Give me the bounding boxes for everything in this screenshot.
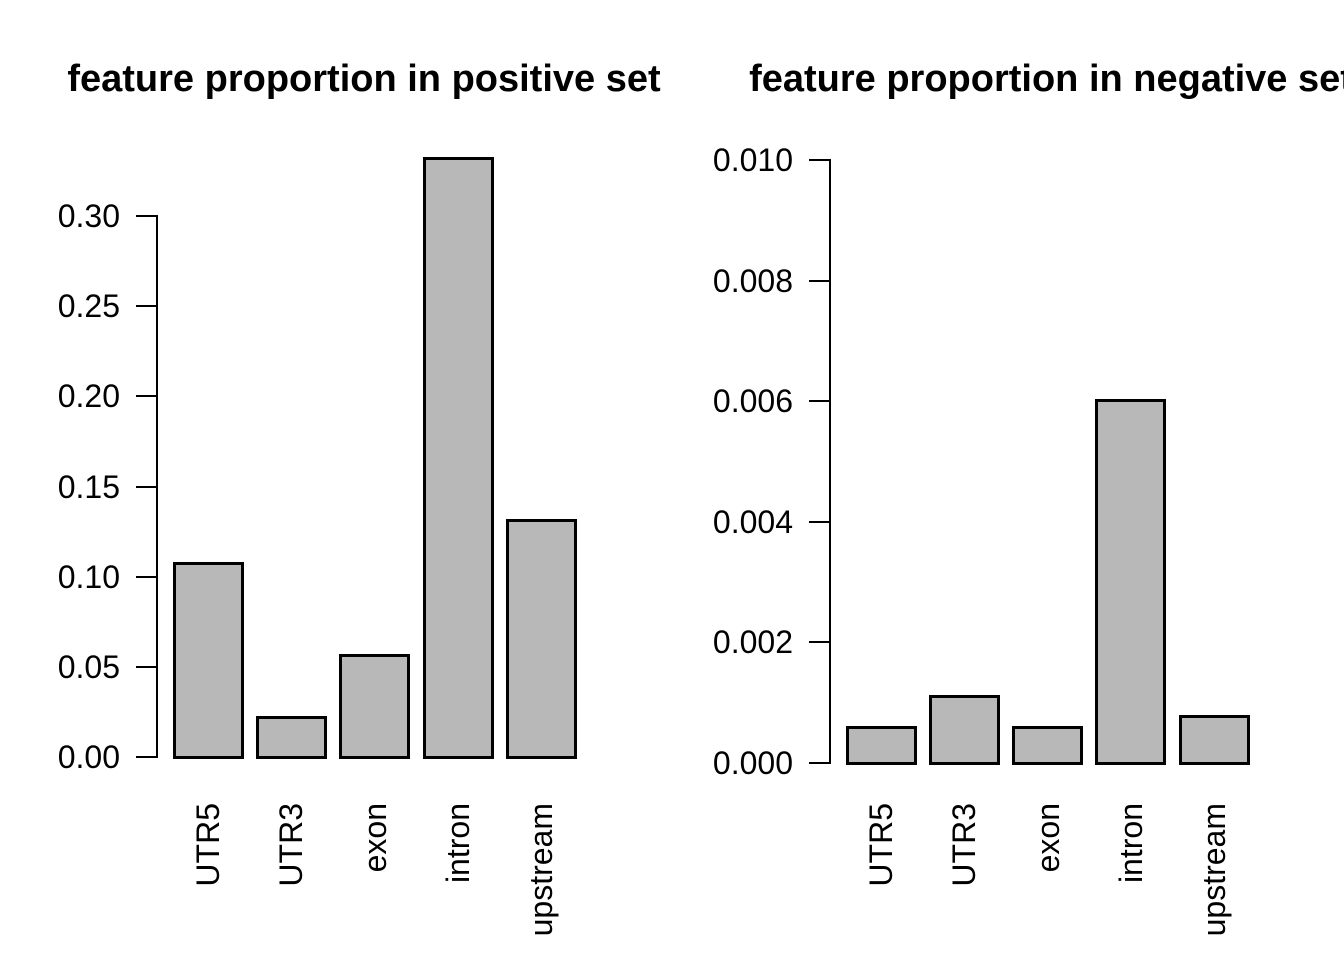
y-axis-tick	[136, 305, 157, 308]
x-label-UTR3: UTR3	[273, 803, 310, 887]
bar-upstream	[1178, 715, 1250, 765]
y-tick-label: 0.004	[712, 503, 793, 540]
chart-title-positive: feature proportion in positive set	[67, 58, 661, 100]
bar-exon	[339, 654, 411, 759]
bar-intron	[1095, 399, 1167, 765]
y-axis-tick	[809, 520, 830, 523]
bar-exon	[1012, 725, 1084, 765]
y-tick-label: 0.15	[57, 468, 120, 505]
bar-UTR3	[255, 715, 327, 759]
y-axis-tick	[136, 485, 157, 488]
y-axis-tick	[809, 641, 830, 644]
y-tick-label: 0.00	[57, 739, 120, 775]
y-tick-label: 0.000	[712, 745, 793, 781]
y-tick-label: 0.25	[57, 288, 120, 325]
y-axis-tick	[136, 215, 157, 218]
y-tick-label: 0.006	[712, 383, 793, 420]
x-label-upstream: upstream	[523, 803, 560, 937]
y-axis-tick	[809, 159, 830, 161]
x-label-upstream: upstream	[1196, 803, 1233, 937]
bar-upstream	[505, 519, 577, 759]
y-tick-label: 0.05	[57, 648, 120, 685]
bar-UTR3	[928, 694, 1000, 765]
x-label-exon: exon	[1029, 803, 1066, 873]
x-label-intron: intron	[440, 803, 477, 884]
chart-title-negative: feature proportion in negative set	[749, 58, 1344, 100]
y-axis-tick	[136, 665, 157, 668]
x-label-UTR5: UTR5	[863, 803, 899, 887]
x-label-exon: exon	[356, 803, 393, 873]
y-axis-tick	[809, 279, 830, 282]
y-tick-label: 0.008	[712, 262, 793, 299]
y-axis-tick	[809, 400, 830, 403]
y-axis-tick	[809, 762, 830, 764]
y-tick-label: 0.20	[57, 378, 120, 415]
x-label-UTR5: UTR5	[190, 803, 226, 887]
x-label-UTR3: UTR3	[946, 803, 983, 887]
y-tick-label: 0.30	[57, 198, 120, 235]
y-tick-label: 0.10	[57, 558, 120, 595]
bar-intron	[422, 156, 494, 759]
y-tick-label: 0.010	[712, 142, 793, 178]
x-label-intron: intron	[1112, 803, 1149, 884]
bar-UTR5	[845, 725, 917, 765]
y-axis-tick	[136, 756, 157, 758]
y-tick-label: 0.002	[712, 624, 793, 661]
y-axis-tick	[136, 395, 157, 398]
y-axis-line	[156, 215, 158, 758]
y-axis-tick	[136, 575, 157, 578]
y-axis-line	[829, 159, 831, 764]
bar-UTR5	[172, 562, 244, 759]
